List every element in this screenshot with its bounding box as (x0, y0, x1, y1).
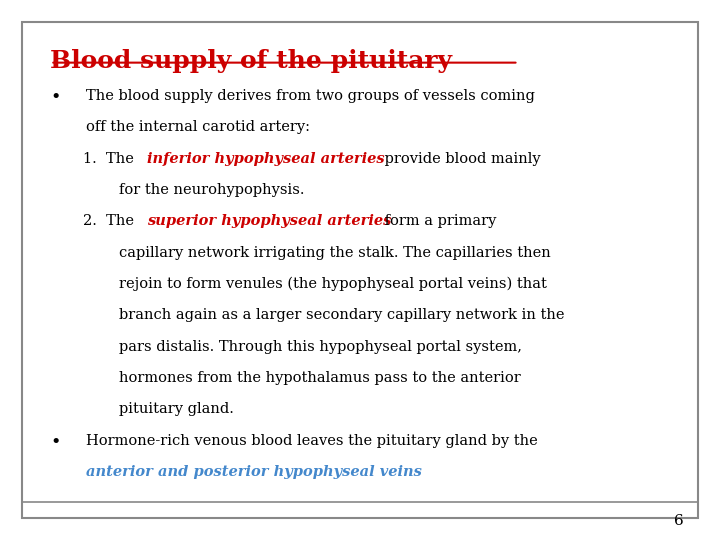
Text: 1.  The: 1. The (83, 152, 138, 166)
Text: off the internal carotid artery:: off the internal carotid artery: (86, 120, 310, 134)
Text: 2.  The: 2. The (83, 214, 138, 228)
Text: superior hypophyseal arteries: superior hypophyseal arteries (147, 214, 392, 228)
Text: 6: 6 (674, 514, 684, 528)
Text: •: • (50, 89, 60, 106)
Text: for the neurohypophysis.: for the neurohypophysis. (119, 183, 305, 197)
Text: provide blood mainly: provide blood mainly (379, 152, 540, 166)
Text: anterior and posterior hypophyseal veins: anterior and posterior hypophyseal veins (86, 465, 422, 479)
Text: Hormone-rich venous blood leaves the pituitary gland by the: Hormone-rich venous blood leaves the pit… (86, 434, 538, 448)
Text: rejoin to form venules (the hypophyseal portal veins) that: rejoin to form venules (the hypophyseal … (119, 277, 546, 292)
Text: inferior hypophyseal arteries: inferior hypophyseal arteries (147, 152, 384, 166)
Text: form a primary: form a primary (379, 214, 496, 228)
Text: pars distalis. Through this hypophyseal portal system,: pars distalis. Through this hypophyseal … (119, 340, 522, 354)
Text: branch again as a larger secondary capillary network in the: branch again as a larger secondary capil… (119, 308, 564, 322)
Text: pituitary gland.: pituitary gland. (119, 402, 234, 416)
Text: Blood supply of the pituitary: Blood supply of the pituitary (50, 49, 452, 72)
Text: hormones from the hypothalamus pass to the anterior: hormones from the hypothalamus pass to t… (119, 371, 521, 385)
Text: capillary network irrigating the stalk. The capillaries then: capillary network irrigating the stalk. … (119, 246, 551, 260)
Text: •: • (50, 434, 60, 450)
Text: The blood supply derives from two groups of vessels coming: The blood supply derives from two groups… (86, 89, 535, 103)
